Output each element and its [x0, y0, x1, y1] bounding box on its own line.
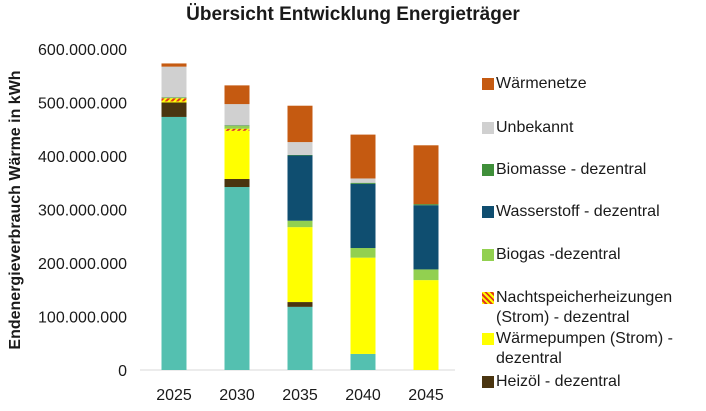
chart-title: Übersicht Entwicklung Energieträger: [186, 4, 520, 25]
y-tick-label: 500.000.000: [38, 96, 127, 113]
x-tick-label: 2045: [408, 387, 444, 404]
bar-segment-unbekannt-2030: [224, 104, 250, 126]
bar-segment-waermenetze-2025: [161, 63, 187, 67]
bar-segment-nachtspeicher-2025: [161, 98, 187, 102]
legend-swatch: [482, 206, 494, 218]
bar-segment-biomasse-2035: [287, 154, 313, 156]
bar-segment-rest-2035: [287, 306, 313, 370]
legend-label: Wärmepumpen (Strom) - dezentral: [496, 330, 673, 367]
bar-segment-waermepumpen-2025: [161, 101, 187, 103]
bar-segment-waermenetze-2030: [224, 85, 250, 105]
legend-label: Unbekannt: [496, 119, 574, 136]
bar-segment-unbekannt-2025: [161, 66, 187, 98]
y-axis-label: Endenergieverbrauch Wärme in kWh: [7, 70, 24, 349]
bar-segment-heizoel-2025: [161, 102, 187, 117]
legend-swatch: [482, 78, 494, 90]
bar-segment-heizoel-2035: [287, 302, 313, 307]
bar-segment-biomasse-2040: [350, 182, 376, 184]
bar-segment-waermenetze-2040: [350, 134, 376, 179]
bar-segment-biomasse-2045: [413, 204, 439, 206]
bar-segment-rest-2040: [350, 353, 376, 370]
legend-swatch: [482, 122, 494, 134]
bar-segment-biogas-2025: [161, 97, 187, 99]
y-tick-label: 400.000.000: [38, 149, 127, 166]
bar-segment-wasserstoff-2045: [413, 205, 439, 270]
y-tick-label: 600.000.000: [38, 42, 127, 59]
legend-swatch: [482, 292, 494, 304]
x-tick-label: 2030: [219, 387, 255, 404]
y-tick-label: 300.000.000: [38, 203, 127, 220]
y-tick-label: 200.000.000: [38, 256, 127, 273]
legend-label: Biomasse - dezentral: [496, 161, 647, 178]
bar-segment-biogas-2045: [413, 269, 439, 281]
legend-label: Heizöl - dezentral: [496, 373, 621, 390]
bar-segment-biomasse-2025: [161, 97, 187, 98]
bar-segment-biogas-2030: [224, 126, 250, 129]
bar-segment-biogas-2040: [350, 248, 376, 258]
bar-segment-wasserstoff-2035: [287, 155, 313, 221]
y-tick-label: 0: [118, 363, 127, 380]
bar-segment-biomasse-2030: [224, 125, 250, 127]
legend-label: Wasserstoff - dezentral: [496, 203, 660, 220]
bar-segment-unbekannt-2035: [287, 142, 313, 155]
legend-label: Wärmenetze: [496, 75, 587, 92]
legend-swatch: [482, 333, 494, 345]
bar-segment-rest-2030: [224, 187, 250, 370]
bar-segment-wasserstoff-2040: [350, 183, 376, 249]
bar-segment-waermepumpen-2040: [350, 257, 376, 354]
bar-segment-nachtspeicher-2030: [224, 128, 250, 131]
legend-label: Biogas -dezentral: [496, 246, 621, 263]
x-tick-label: 2040: [345, 387, 381, 404]
bar-segment-unbekannt-2040: [350, 178, 376, 183]
bar-segment-waermenetze-2045: [413, 145, 439, 205]
bar-segment-biogas-2035: [287, 220, 313, 228]
x-tick-label: 2025: [156, 387, 192, 404]
bar-segment-waermepumpen-2035: [287, 227, 313, 303]
legend-swatch: [482, 249, 494, 261]
bar-segment-waermenetze-2035: [287, 105, 313, 143]
legend-label: Nachtspeicherheizungen (Strom) - dezentr…: [496, 289, 673, 326]
x-tick-label: 2035: [282, 387, 318, 404]
bar-segment-waermepumpen-2030: [224, 130, 250, 180]
legend-swatch: [482, 376, 494, 388]
legend-swatch: [482, 164, 494, 176]
bar-segment-heizoel-2030: [224, 179, 250, 188]
bar-segment-rest-2025: [161, 116, 187, 370]
y-tick-label: 100.000.000: [38, 310, 127, 327]
bar-segment-waermepumpen-2045: [413, 280, 439, 370]
